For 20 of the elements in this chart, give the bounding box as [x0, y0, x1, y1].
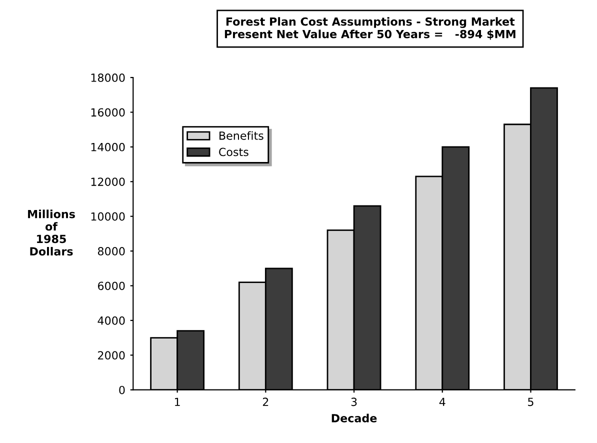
- y-tick-label: 10000: [91, 212, 125, 221]
- y-tick-label: 14000: [91, 142, 125, 152]
- legend-label: Benefits: [220, 131, 264, 140]
- x-axis-title: Decade: [332, 414, 377, 422]
- y-tick-label: 0: [119, 386, 125, 394]
- y-tick-label: 2000: [98, 351, 125, 360]
- chart-title: Forest Plan Cost Assumptions - Strong Market Present Net Value After 50 Years = -894 $MM: [224, 17, 516, 40]
- y-tick-label: 8000: [98, 247, 125, 256]
- x-tick-label: 4: [439, 398, 446, 406]
- x-tick-label: 3: [351, 398, 357, 406]
- y-tick-label: 4000: [98, 316, 125, 325]
- x-tick-label: 1: [174, 398, 180, 406]
- y-axis-title: Millions of 1985 Dollars: [28, 210, 75, 256]
- y-tick-label: 16000: [91, 108, 125, 117]
- x-tick-label: 2: [262, 398, 268, 406]
- x-tick-label: 5: [528, 398, 534, 406]
- y-tick-label: 12000: [91, 178, 125, 186]
- y-tick-label: 18000: [91, 74, 125, 82]
- y-tick-label: 6000: [98, 282, 125, 290]
- legend-label: Costs: [219, 148, 248, 156]
